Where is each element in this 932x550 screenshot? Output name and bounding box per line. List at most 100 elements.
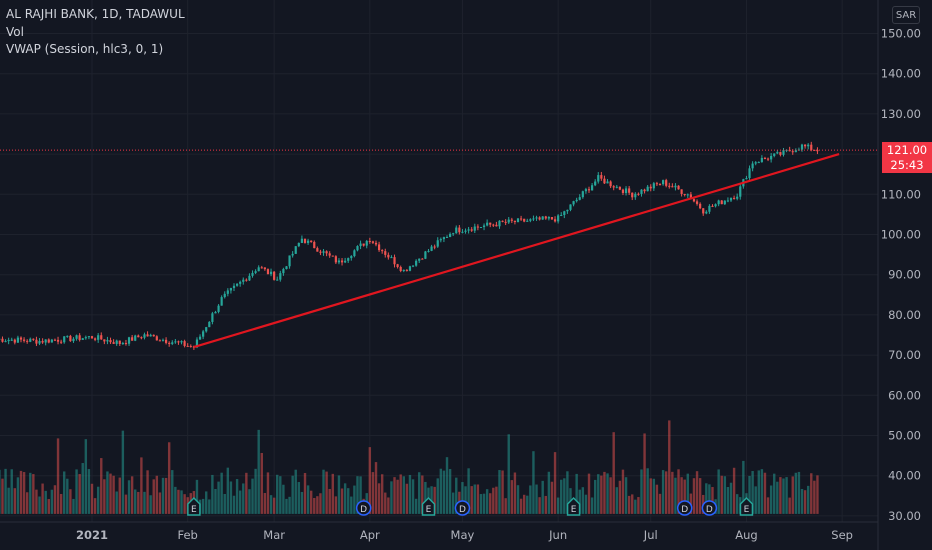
currency-badge[interactable]: SAR (892, 6, 920, 24)
volume-bar (103, 479, 106, 514)
volume-bar (340, 488, 344, 514)
candle-body (689, 194, 692, 200)
volume-bar (211, 474, 214, 514)
candle-body (81, 338, 84, 340)
candle-body (331, 255, 334, 257)
volume-bars (0, 420, 819, 514)
event-marker-label: E (191, 505, 197, 515)
volume-bar (25, 492, 29, 514)
candle-body (572, 201, 575, 205)
candle-body (368, 240, 371, 242)
volume-bar (161, 477, 165, 514)
volume-bar (711, 487, 714, 514)
candle-body (63, 336, 66, 343)
volume-bar (347, 488, 350, 514)
volume-bar (223, 493, 226, 514)
volume-bar (158, 492, 162, 514)
candle-body (674, 185, 677, 188)
volume-bar (461, 482, 464, 514)
candle-body (470, 229, 473, 231)
volume-bar (773, 473, 776, 514)
candle-body (615, 186, 618, 188)
candle-body (377, 244, 381, 251)
candle-body (84, 337, 87, 339)
volume-bar (0, 469, 1, 514)
volume-bar (473, 484, 476, 514)
volume-bar (266, 472, 270, 514)
candle-body (665, 180, 668, 186)
candle-body (405, 269, 408, 271)
candle-body (776, 152, 779, 154)
volume-bar (414, 498, 418, 514)
volume-bar (174, 486, 177, 514)
candle-body (658, 184, 662, 186)
volume-bar (164, 477, 168, 514)
candle-body (334, 256, 337, 263)
volume-bar (257, 429, 260, 514)
candle-body (180, 341, 183, 343)
candle-body (325, 251, 328, 254)
volume-indicator-label[interactable]: Vol (6, 24, 24, 39)
price-axis[interactable]: 150.00140.00130.00120.00110.00100.0090.0… (881, 27, 921, 523)
candle-body (519, 218, 523, 220)
volume-bar (380, 474, 384, 514)
symbol-title[interactable]: AL RAJHI BANK, 1D, TADAWUL (6, 7, 185, 21)
volume-bar (238, 490, 242, 514)
last-price-tag: 121.00 (882, 142, 932, 158)
candle-body (239, 281, 242, 284)
candle-body (569, 204, 572, 210)
time-axis[interactable]: 2021 Feb Mar Apr May Jun Jul Aug Sep (76, 528, 853, 542)
volume-bar (671, 471, 674, 514)
candle-body (78, 335, 81, 340)
candle-body (223, 293, 226, 298)
candle-body (461, 231, 464, 233)
candle-body (263, 267, 266, 270)
volume-bar (140, 457, 143, 514)
volume-bar (695, 471, 699, 514)
volume-bar (624, 477, 628, 514)
candle-body (495, 224, 498, 227)
volume-bar (529, 485, 532, 514)
volume-bar (19, 470, 23, 514)
candle-body (702, 208, 705, 214)
candle-body (365, 240, 368, 246)
candle-body (609, 181, 612, 187)
candle-body (158, 340, 162, 342)
volume-bar (81, 463, 84, 514)
candle-body (751, 163, 754, 169)
candle-body (303, 238, 307, 243)
candle-body (53, 339, 57, 341)
trendline[interactable] (193, 153, 840, 349)
candle-body (16, 337, 20, 343)
volume-bar (658, 493, 662, 514)
volume-bar (597, 474, 600, 514)
volume-bar (72, 498, 75, 514)
candle-body (816, 150, 819, 152)
candle-body (168, 342, 171, 344)
volume-bar (87, 469, 91, 514)
volume-bar (272, 497, 276, 514)
volume-bar (686, 473, 689, 514)
candle-body (56, 339, 60, 342)
price-tick-label: 80.00 (888, 308, 921, 322)
volume-bar (201, 498, 205, 514)
candle-body (436, 240, 439, 247)
candle-body (44, 339, 47, 343)
time-tick-label: Jun (548, 528, 567, 542)
volume-bar (276, 474, 279, 514)
candle-body (624, 188, 628, 193)
candle-body (717, 200, 720, 205)
volume-bar (489, 493, 492, 514)
candle-body (760, 157, 763, 163)
candle-body (66, 335, 69, 337)
volume-bar (735, 494, 739, 514)
volume-bar (732, 467, 736, 514)
candle-body (695, 201, 699, 204)
volume-bar (652, 478, 656, 514)
volume-bar (581, 487, 585, 514)
volume-bar (810, 473, 813, 514)
vwap-indicator-label[interactable]: VWAP (Session, hlc3, 0, 1) (6, 42, 164, 56)
candle-body (183, 341, 186, 346)
